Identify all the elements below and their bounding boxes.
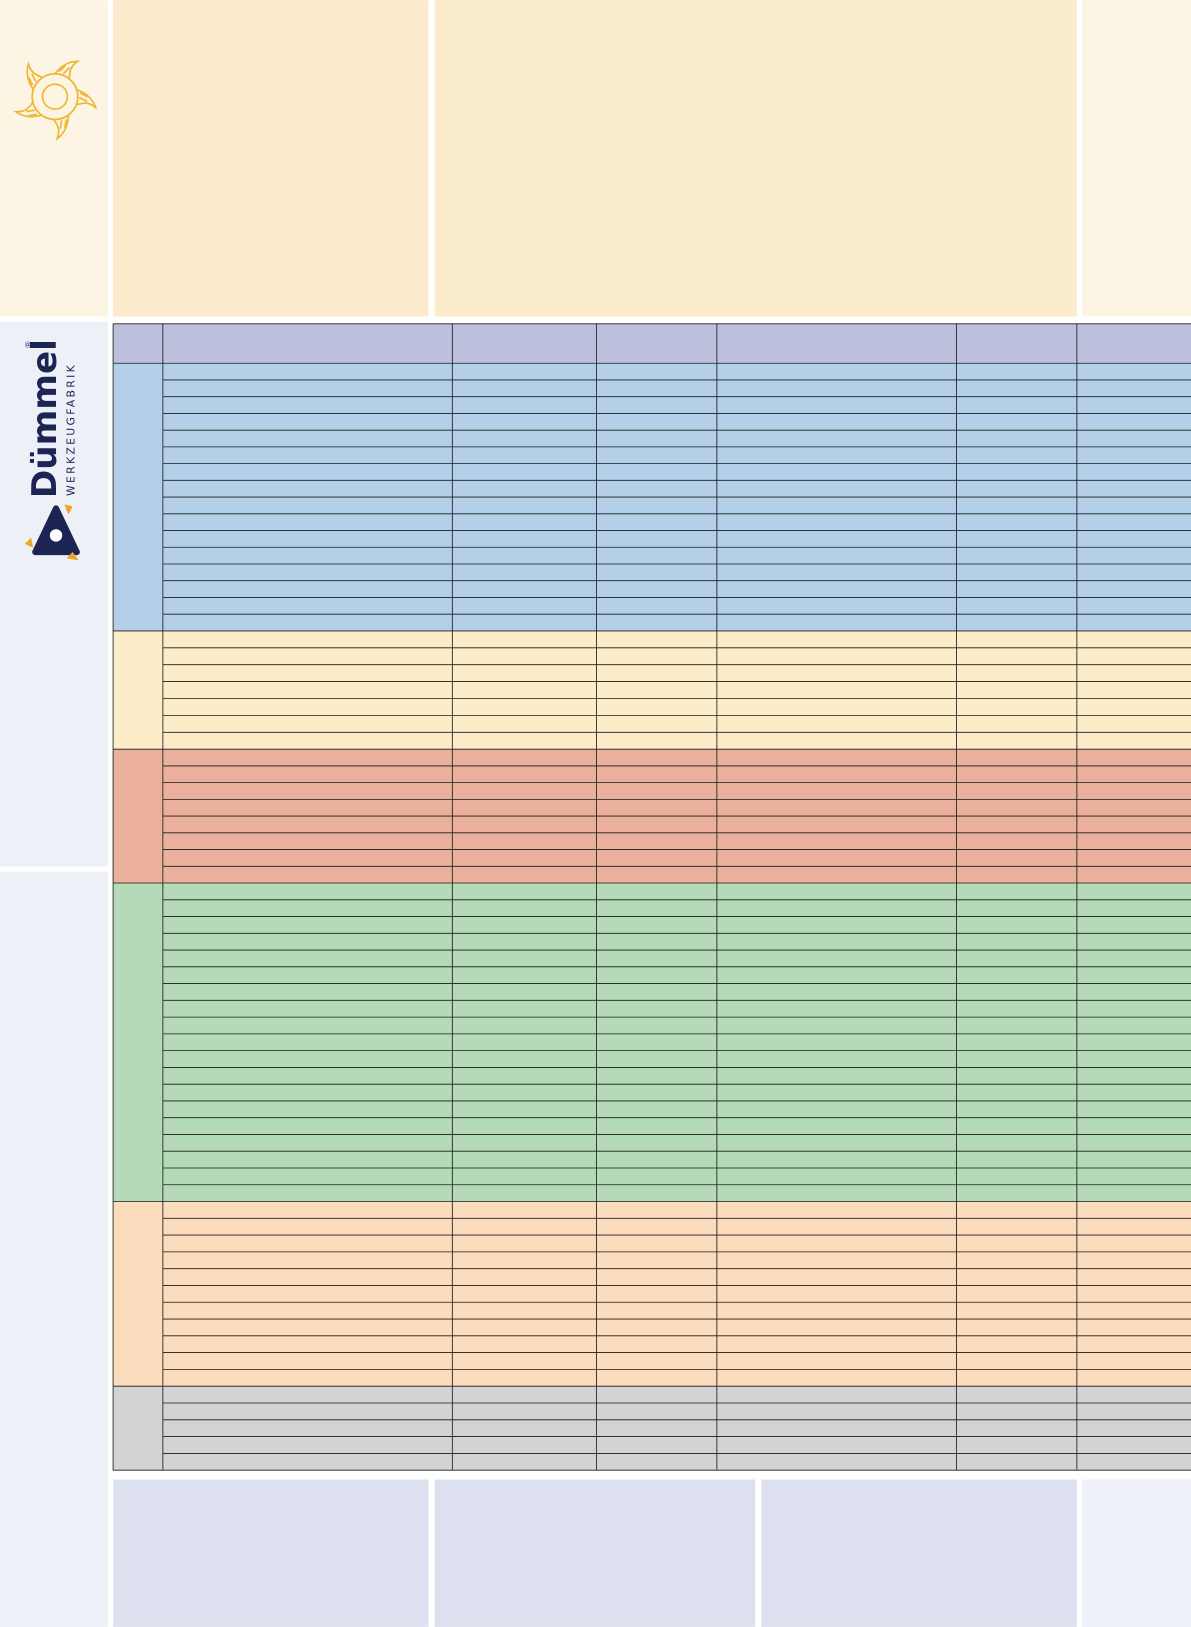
footer-panel (1082, 1479, 1191, 1627)
table (112, 323, 1191, 1471)
logo-tip (64, 504, 73, 515)
left-top-panel (0, 0, 108, 317)
footer-panel (761, 1479, 1077, 1627)
logo-tip (66, 552, 79, 561)
cutter-icon (14, 60, 97, 140)
brand-tagline: WERKZEUGFABRIK (65, 363, 78, 496)
logo-dot (49, 529, 63, 542)
logo: Dümmel ® WERKZEUGFABRIK (23, 339, 80, 561)
row-group (113, 1386, 1191, 1471)
row-group (113, 1201, 1191, 1387)
left-bottom-panel (0, 871, 108, 1627)
brand-name: Dümmel (25, 339, 65, 498)
row-group (113, 883, 1191, 1202)
footer-panel (113, 1479, 429, 1627)
logo-tip (24, 537, 34, 548)
footer-panel (434, 1479, 756, 1627)
row-group (113, 630, 1191, 750)
header-row (113, 323, 1191, 364)
header-panel (434, 0, 1077, 317)
registered-mark: ® (23, 340, 33, 348)
header-panel (1082, 0, 1191, 317)
header-panel (113, 0, 429, 317)
left-brand-panel (0, 321, 108, 867)
